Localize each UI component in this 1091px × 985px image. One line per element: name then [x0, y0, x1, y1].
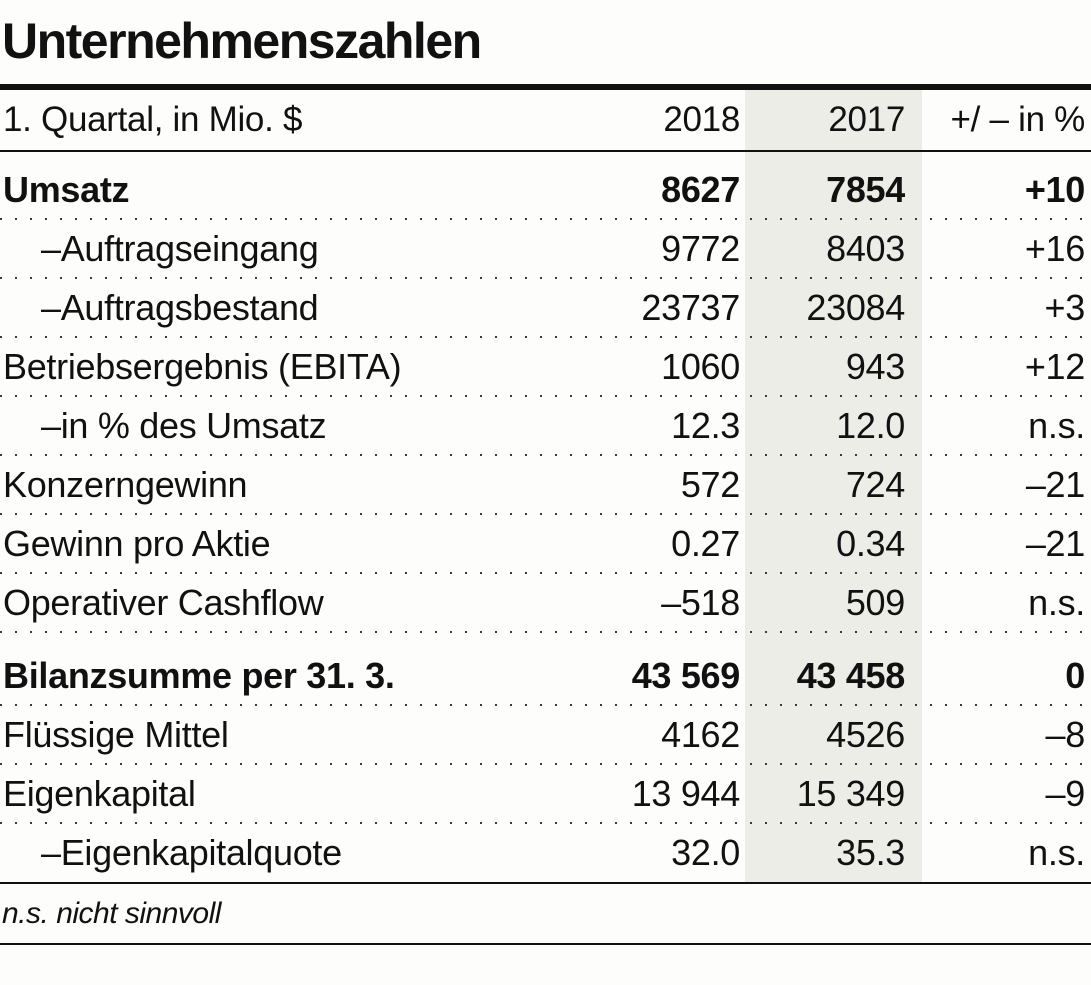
value-2017: 0.34 [836, 522, 905, 564]
figures-table: 1. Quartal, in Mio. $ 2018 2017 +/ – in … [0, 90, 1091, 884]
table-row: Bilanzsumme per 31. 3. 43 569 43 458 0 [0, 632, 1091, 706]
footnote-text: n.s. nicht sinnvoll [2, 896, 221, 930]
value-2017: 12.0 [836, 404, 905, 446]
value-2017: 23084 [806, 286, 905, 328]
table-header-row: 1. Quartal, in Mio. $ 2018 2017 +/ – in … [0, 90, 1091, 152]
value-2017: 724 [845, 463, 905, 505]
row-label: Gewinn pro Aktie [3, 522, 271, 564]
table-row: Flüssige Mittel 4162 4526 –8 [0, 705, 1091, 765]
value-2018: 572 [680, 463, 740, 505]
value-2018: 43 569 [631, 654, 740, 696]
value-change: +12 [1024, 345, 1085, 387]
value-2018: 9772 [661, 227, 740, 269]
value-2017: 4526 [826, 713, 905, 755]
value-2018: 1060 [661, 345, 740, 387]
value-2017: 7854 [826, 168, 905, 210]
row-label: –in % des Umsatz [41, 404, 327, 446]
value-2018: 0.27 [671, 522, 740, 564]
row-label: Konzerngewinn [3, 463, 248, 505]
header-unit-label: 1. Quartal, in Mio. $ [3, 100, 303, 139]
header-2017: 2017 [828, 100, 905, 139]
value-change: –21 [1025, 463, 1085, 505]
value-change: n.s. [1028, 831, 1085, 873]
value-2017: 509 [845, 581, 905, 623]
value-change: –9 [1045, 772, 1085, 814]
value-change: 0 [1065, 654, 1085, 696]
row-label: Bilanzsumme per 31. 3. [3, 654, 395, 696]
page-title: Unternehmenszahlen [2, 13, 482, 69]
value-change: +3 [1044, 286, 1085, 328]
value-2018: 13 944 [631, 772, 740, 814]
row-label: Betriebsergebnis (EBITA) [3, 345, 402, 387]
table-row: Eigenkapital 13 944 15 349 –9 [0, 764, 1091, 824]
row-label: Operativer Cashflow [3, 581, 324, 623]
table-row: Betriebsergebnis (EBITA) 1060 943 +12 [0, 337, 1091, 397]
value-2017: 15 349 [796, 772, 905, 814]
row-label: –Auftragseingang [41, 227, 319, 269]
value-change: n.s. [1028, 404, 1085, 446]
value-2018: 12.3 [671, 404, 740, 446]
value-2018: 4162 [661, 713, 740, 755]
row-label: Flüssige Mittel [3, 713, 229, 755]
value-2018: 32.0 [671, 831, 740, 873]
table-row: Umsatz 8627 7854 +10 [0, 152, 1091, 220]
table-row: –in % des Umsatz 12.3 12.0 n.s. [0, 396, 1091, 456]
row-label: Umsatz [3, 168, 130, 210]
shaded-2017-column [745, 90, 922, 882]
value-change: –21 [1025, 522, 1085, 564]
value-change: +10 [1024, 168, 1085, 210]
title-rule [0, 84, 1091, 90]
table-row: Gewinn pro Aktie 0.27 0.34 –21 [0, 514, 1091, 574]
value-2018: 23737 [641, 286, 740, 328]
row-label: Eigenkapital [3, 772, 196, 814]
value-2018: 8627 [661, 168, 740, 210]
table-row: Operativer Cashflow –518 509 n.s. [0, 573, 1091, 633]
row-label: –Eigenkapitalquote [41, 831, 342, 873]
value-change: n.s. [1028, 581, 1085, 623]
table-row: –Eigenkapitalquote 32.0 35.3 n.s. [0, 823, 1091, 882]
footnote-row: n.s. nicht sinnvoll [0, 884, 1091, 945]
table-row: Konzerngewinn 572 724 –21 [0, 455, 1091, 515]
value-2017: 43 458 [796, 654, 905, 696]
value-2018: –518 [661, 581, 740, 623]
value-change: +16 [1024, 227, 1085, 269]
table-row: –Auftragseingang 9772 8403 +16 [0, 219, 1091, 279]
value-2017: 943 [845, 345, 905, 387]
table-rows: Umsatz 8627 7854 +10 –Auftragseingang 97… [0, 152, 1091, 882]
value-change: –8 [1045, 713, 1085, 755]
value-2017: 35.3 [836, 831, 905, 873]
header-2018: 2018 [663, 100, 740, 139]
table-row: –Auftragsbestand 23737 23084 +3 [0, 278, 1091, 338]
header-change: +/ – in % [950, 100, 1085, 139]
value-2017: 8403 [826, 227, 905, 269]
row-label: –Auftragsbestand [41, 286, 319, 328]
